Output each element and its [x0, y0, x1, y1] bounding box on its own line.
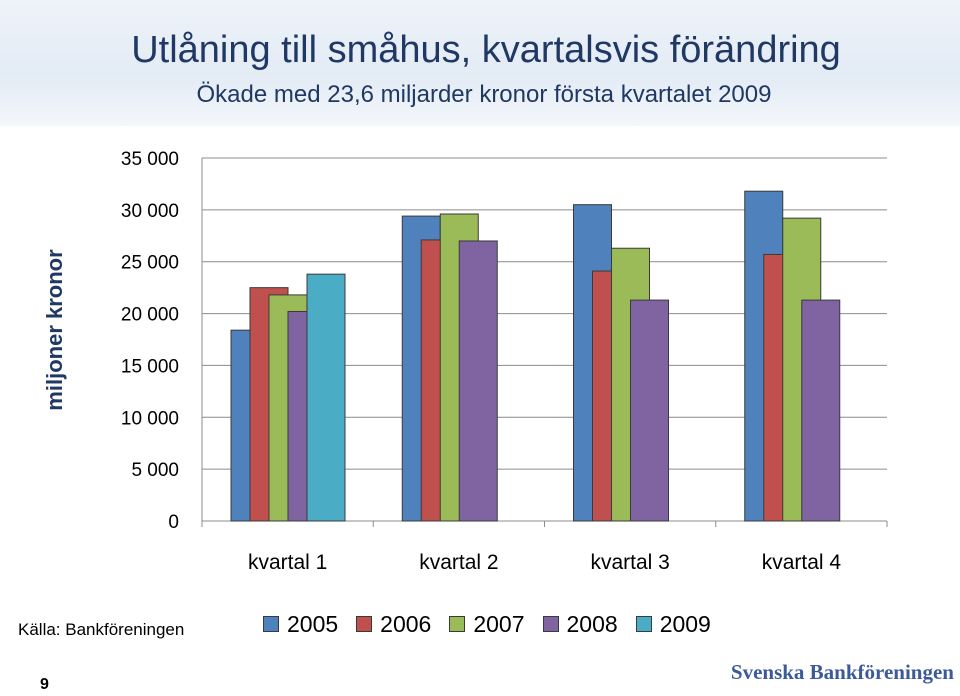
y-tick-label: 0	[168, 512, 179, 533]
slide-title: Utlåning till småhus, kvartalsvis föränd…	[131, 29, 841, 71]
bar	[630, 299, 669, 522]
legend-swatch	[263, 616, 279, 632]
x-tick-label: kvartal 1	[248, 551, 327, 574]
bar	[801, 299, 841, 522]
legend-label: 2006	[380, 610, 432, 637]
y-tick-label: 5 000	[131, 460, 179, 481]
legend-label: 2009	[659, 610, 711, 637]
bar	[458, 240, 498, 522]
legend-label: 2007	[473, 610, 525, 637]
bank-association-logo: Svenska Bankföreningen	[730, 660, 954, 684]
legend-entry: 2008	[542, 610, 618, 638]
x-tick-label: kvartal 4	[762, 551, 842, 574]
legend-swatch	[449, 616, 466, 632]
y-axis-label: miljoner kronor	[42, 249, 67, 411]
y-tick-label: 25 000	[121, 253, 179, 274]
legend-label: 2008	[566, 610, 618, 637]
legend-entry: 2007	[449, 610, 525, 638]
legend-entry: 2005	[263, 611, 338, 638]
y-tick-label: 30 000	[121, 201, 179, 222]
y-tick-label: 35 000	[121, 149, 179, 170]
y-tick-label: 10 000	[121, 408, 179, 429]
legend-label: 2005	[287, 610, 339, 637]
chart-legend: 2005 2006 2007 2008 2009	[263, 609, 729, 639]
legend-swatch	[635, 616, 652, 632]
slide-number: 9	[40, 676, 49, 693]
x-tick-label: kvartal 3	[590, 551, 669, 574]
bar	[306, 273, 346, 522]
legend-entry: 2006	[356, 611, 431, 638]
legend-swatch	[542, 616, 559, 632]
y-tick-label: 15 000	[121, 356, 179, 377]
legend-swatch	[356, 616, 373, 632]
source-note: Källa: Bankföreningen	[18, 620, 185, 639]
y-tick-label: 20 000	[121, 305, 179, 326]
legend-entry: 2009	[635, 610, 711, 638]
slide-subtitle: Ökade med 23,6 miljarder kronor första k…	[196, 81, 772, 108]
x-tick-label: kvartal 2	[419, 551, 498, 574]
header-band	[0, 0, 960, 126]
